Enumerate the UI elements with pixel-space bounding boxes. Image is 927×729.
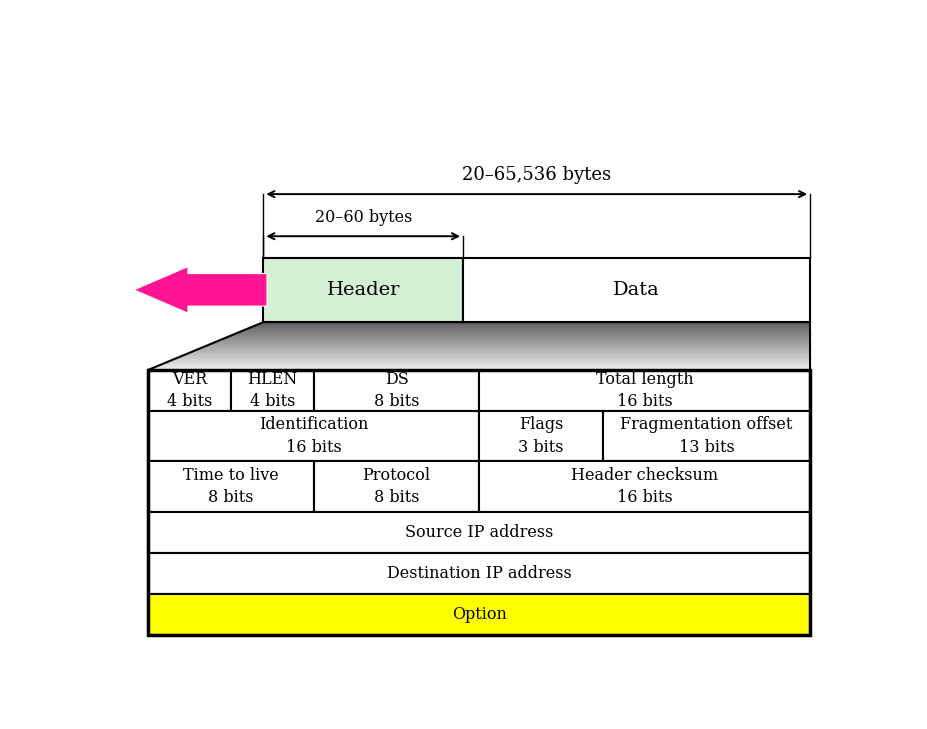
Polygon shape	[240, 330, 809, 332]
Bar	[148, 512, 809, 553]
Polygon shape	[217, 340, 809, 341]
Text: VER
4 bits: VER 4 bits	[167, 371, 212, 410]
Polygon shape	[174, 358, 809, 359]
Text: Source IP address: Source IP address	[404, 524, 552, 541]
Polygon shape	[246, 328, 809, 330]
Polygon shape	[191, 351, 809, 352]
Bar	[148, 461, 313, 512]
Bar	[148, 553, 809, 594]
Polygon shape	[200, 347, 809, 348]
Bar	[313, 370, 478, 411]
Polygon shape	[229, 335, 809, 336]
Text: 20–60 bytes: 20–60 bytes	[314, 209, 412, 226]
Polygon shape	[194, 349, 809, 351]
Bar	[148, 594, 809, 635]
Polygon shape	[203, 346, 809, 347]
Polygon shape	[157, 365, 809, 366]
Polygon shape	[159, 364, 809, 365]
Text: Header checksum
16 bits: Header checksum 16 bits	[570, 467, 717, 506]
Polygon shape	[220, 339, 809, 340]
Polygon shape	[251, 326, 809, 327]
Bar	[478, 411, 603, 461]
Polygon shape	[151, 367, 809, 369]
Polygon shape	[226, 336, 809, 338]
Bar	[231, 370, 313, 411]
Polygon shape	[209, 343, 809, 345]
Polygon shape	[188, 352, 809, 353]
Bar	[148, 411, 478, 461]
Polygon shape	[177, 356, 809, 358]
Polygon shape	[183, 354, 809, 356]
Bar	[478, 370, 809, 411]
Polygon shape	[258, 323, 809, 324]
Polygon shape	[197, 348, 809, 349]
Polygon shape	[171, 359, 809, 360]
Polygon shape	[133, 267, 267, 313]
Text: Time to live
8 bits: Time to live 8 bits	[183, 467, 279, 506]
Polygon shape	[206, 345, 809, 346]
Text: Option: Option	[451, 606, 506, 623]
Polygon shape	[248, 327, 809, 328]
Bar	[478, 461, 809, 512]
Bar	[463, 257, 809, 322]
Polygon shape	[154, 366, 809, 367]
Text: Header: Header	[326, 281, 400, 299]
Text: Fragmentation offset
13 bits: Fragmentation offset 13 bits	[620, 416, 792, 456]
Polygon shape	[162, 362, 809, 364]
Bar	[148, 370, 809, 635]
Bar	[603, 411, 809, 461]
Text: Data: Data	[613, 281, 659, 299]
Text: DS
8 bits: DS 8 bits	[374, 371, 419, 410]
Bar	[263, 257, 463, 322]
Polygon shape	[185, 353, 809, 354]
Text: Flags
3 bits: Flags 3 bits	[518, 416, 564, 456]
Text: Total length
16 bits: Total length 16 bits	[595, 371, 692, 410]
Polygon shape	[222, 338, 809, 339]
Polygon shape	[232, 334, 809, 335]
Polygon shape	[237, 332, 809, 333]
Polygon shape	[255, 324, 809, 326]
Text: Destination IP address: Destination IP address	[387, 565, 571, 582]
Bar	[313, 461, 478, 512]
Text: 20–65,536 bytes: 20–65,536 bytes	[462, 166, 611, 184]
Polygon shape	[235, 333, 809, 334]
Polygon shape	[148, 369, 809, 370]
Polygon shape	[214, 341, 809, 343]
Bar	[148, 370, 231, 411]
Text: Protocol
8 bits: Protocol 8 bits	[362, 467, 430, 506]
Polygon shape	[260, 322, 809, 323]
Text: Identification
16 bits: Identification 16 bits	[259, 416, 368, 456]
Polygon shape	[169, 360, 809, 362]
Text: HLEN
4 bits: HLEN 4 bits	[247, 371, 298, 410]
